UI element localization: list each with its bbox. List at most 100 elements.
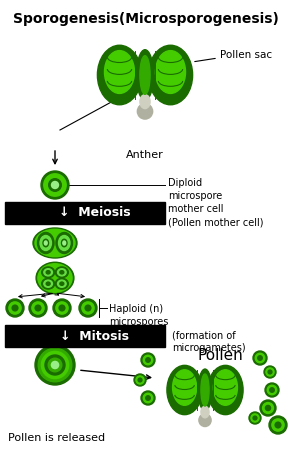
Ellipse shape [201, 406, 209, 418]
Circle shape [263, 403, 273, 414]
Circle shape [275, 422, 281, 428]
Text: Sporogenesis(Microsporogenesis): Sporogenesis(Microsporogenesis) [13, 12, 279, 26]
Ellipse shape [35, 229, 75, 257]
Circle shape [146, 358, 150, 362]
Circle shape [85, 305, 91, 311]
Ellipse shape [55, 267, 68, 278]
Circle shape [41, 351, 69, 379]
Ellipse shape [60, 282, 64, 285]
Circle shape [255, 353, 265, 363]
Ellipse shape [140, 95, 150, 109]
Ellipse shape [208, 365, 243, 415]
Circle shape [45, 355, 65, 375]
Text: Pollen sac: Pollen sac [220, 50, 272, 60]
Circle shape [143, 393, 153, 403]
Circle shape [12, 305, 18, 311]
Circle shape [249, 412, 261, 424]
Circle shape [41, 171, 69, 199]
Ellipse shape [201, 374, 209, 406]
Ellipse shape [46, 271, 50, 274]
Circle shape [59, 305, 65, 311]
Ellipse shape [55, 278, 68, 289]
Circle shape [265, 405, 271, 410]
Ellipse shape [173, 370, 197, 405]
Circle shape [32, 302, 44, 314]
Circle shape [35, 305, 41, 311]
Circle shape [134, 374, 146, 386]
Circle shape [269, 416, 287, 434]
Ellipse shape [136, 50, 154, 100]
Circle shape [143, 355, 153, 365]
Circle shape [79, 299, 97, 317]
Circle shape [51, 361, 59, 369]
Ellipse shape [60, 271, 64, 274]
Circle shape [35, 345, 75, 385]
Ellipse shape [38, 264, 72, 292]
Bar [5, 202, 165, 224]
Ellipse shape [137, 104, 153, 119]
Circle shape [258, 356, 262, 360]
Ellipse shape [148, 45, 193, 105]
Ellipse shape [62, 239, 67, 247]
Ellipse shape [40, 236, 51, 251]
Circle shape [38, 348, 72, 382]
Circle shape [264, 366, 276, 378]
Text: Anther: Anther [126, 150, 164, 160]
Circle shape [251, 414, 259, 422]
Ellipse shape [98, 45, 142, 105]
Circle shape [53, 299, 71, 317]
Circle shape [136, 376, 144, 384]
Ellipse shape [140, 56, 150, 94]
Circle shape [268, 370, 272, 374]
Ellipse shape [155, 51, 185, 93]
Circle shape [48, 358, 62, 372]
Ellipse shape [56, 233, 72, 253]
Ellipse shape [58, 280, 66, 287]
Ellipse shape [167, 365, 202, 415]
Circle shape [51, 182, 58, 188]
Bar [5, 325, 165, 347]
Text: ↓  Mitosis: ↓ Mitosis [60, 329, 129, 343]
Ellipse shape [37, 233, 54, 253]
Circle shape [82, 302, 94, 314]
Circle shape [260, 400, 276, 416]
Text: (formation of
microgametes): (formation of microgametes) [172, 330, 246, 353]
Ellipse shape [42, 278, 55, 289]
Ellipse shape [105, 51, 135, 93]
Ellipse shape [46, 282, 50, 285]
Circle shape [267, 385, 277, 395]
Text: Diploid
microspore
mother cell
(Pollen mother cell): Diploid microspore mother cell (Pollen m… [168, 178, 263, 228]
Circle shape [265, 383, 279, 397]
Circle shape [266, 368, 274, 376]
Text: Haploid (n)
microspores: Haploid (n) microspores [109, 304, 168, 327]
Ellipse shape [63, 241, 66, 245]
Ellipse shape [58, 236, 70, 251]
Circle shape [138, 378, 142, 382]
Circle shape [29, 299, 47, 317]
Circle shape [272, 419, 284, 431]
Ellipse shape [43, 239, 48, 247]
Circle shape [49, 179, 61, 191]
Circle shape [9, 302, 21, 314]
Text: ↓  Meiosis: ↓ Meiosis [59, 207, 131, 219]
Circle shape [270, 388, 274, 392]
Circle shape [56, 302, 68, 314]
Circle shape [6, 299, 24, 317]
Ellipse shape [44, 241, 47, 245]
Text: Pollen: Pollen [197, 348, 243, 363]
Circle shape [253, 351, 267, 365]
Circle shape [146, 396, 150, 400]
Circle shape [253, 416, 257, 420]
Ellipse shape [36, 262, 74, 294]
Circle shape [44, 174, 66, 196]
Ellipse shape [44, 280, 53, 287]
Circle shape [141, 391, 155, 405]
Text: Pollen is released: Pollen is released [8, 433, 105, 443]
Ellipse shape [33, 228, 77, 258]
Ellipse shape [199, 414, 211, 426]
Ellipse shape [213, 370, 237, 405]
Ellipse shape [44, 269, 53, 276]
Ellipse shape [42, 267, 55, 278]
Circle shape [141, 353, 155, 367]
Ellipse shape [58, 269, 66, 276]
